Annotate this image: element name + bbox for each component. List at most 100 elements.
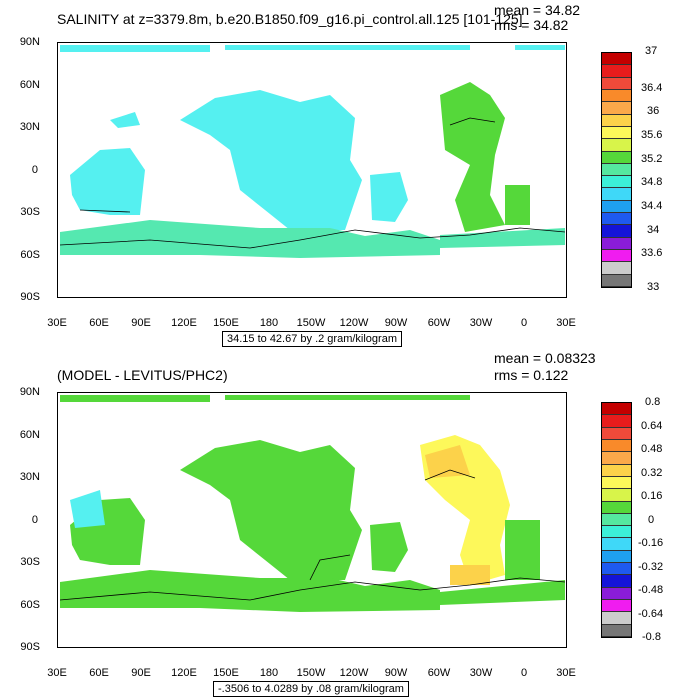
- panel1-lon-label: 120E: [171, 317, 197, 329]
- panel2-lon-label: 60E: [89, 667, 109, 679]
- panel2-colorbar-label: 0.16: [641, 490, 663, 502]
- panel1-lon-label: 30E: [556, 317, 576, 329]
- panel1-colorbar-label: 33.6: [641, 247, 663, 259]
- panel1-contours: [59, 117, 566, 249]
- panel1-lat-label: 90S: [20, 291, 40, 303]
- panel2-lon-label: 90E: [131, 667, 151, 679]
- colorbar-segment: [602, 225, 631, 238]
- colorbar-segment: [602, 213, 631, 226]
- panel2-lon-label: 0: [520, 667, 528, 679]
- panel2-lat-label: 60S: [20, 599, 40, 611]
- colorbar-segment: [602, 262, 631, 275]
- panel2-mean: mean = 0.08323: [494, 350, 596, 366]
- colorbar-segment: [602, 151, 631, 164]
- panel2-rms: rms = 0.122: [494, 367, 569, 383]
- panel1-colorbar-label: 34.8: [641, 176, 663, 188]
- panel2-lon-label: 120E: [171, 667, 197, 679]
- colorbar-segment: [602, 452, 631, 465]
- panel1-lon-label: 150W: [296, 317, 326, 329]
- panel2-colorbar-label: -0.8: [642, 631, 661, 643]
- panel1-mean: mean = 34.82: [494, 2, 581, 18]
- panel1-colorbar-label: 35.6: [641, 129, 663, 141]
- panel2-colorbar-label: 0: [648, 514, 655, 526]
- panel2-lon-label: 60W: [427, 667, 451, 679]
- panel2-colorbar-label: 0.32: [641, 467, 663, 479]
- colorbar-segment: [602, 526, 631, 539]
- panel2-lat-label: 30S: [20, 556, 40, 568]
- panel1-lon-label: 60W: [427, 317, 451, 329]
- panel2-ocean-fields: [60, 395, 565, 612]
- panel1-lon-label: 60E: [89, 317, 109, 329]
- colorbar-segment: [602, 587, 631, 600]
- colorbar-segment: [602, 489, 631, 502]
- panel2-colorbar-label: 0.64: [641, 420, 663, 432]
- colorbar-segment: [602, 600, 631, 613]
- panel2-lat-label: 60N: [19, 429, 40, 441]
- panel2-lon-label: 30E: [47, 667, 67, 679]
- panel2-frame: [57, 392, 567, 648]
- colorbar-segment: [602, 114, 631, 127]
- panel1-lon-label: 90E: [131, 317, 151, 329]
- panel2-title: (MODEL - LEVITUS/PHC2): [57, 367, 228, 383]
- colorbar-segment: [602, 624, 631, 637]
- colorbar-segment: [602, 439, 631, 453]
- panel1-lat-label: 30S: [20, 206, 40, 218]
- colorbar-segment: [602, 126, 631, 140]
- colorbar-segment: [602, 139, 631, 152]
- colorbar-segment: [602, 415, 631, 428]
- panel2-lon-label: 180: [259, 667, 279, 679]
- panel1-colorbar: [601, 52, 632, 288]
- panel1-lat-label: 60S: [20, 249, 40, 261]
- colorbar-segment: [602, 464, 631, 477]
- panel2-lon-label: 150E: [213, 667, 239, 679]
- panel1-colorbar-label: 37: [645, 45, 658, 57]
- panel2-lon-label: 90W: [384, 667, 408, 679]
- panel2-lon-label: 30E: [556, 667, 576, 679]
- panel1-colorbar-label: 35.2: [641, 153, 663, 165]
- colorbar-segment: [602, 53, 631, 66]
- colorbar-segment: [602, 550, 631, 564]
- panel1-frame: [57, 42, 567, 298]
- colorbar-segment: [602, 102, 631, 115]
- panel1-lat-label: 0: [31, 164, 38, 176]
- colorbar-segment: [602, 538, 631, 551]
- colorbar-segment: [602, 176, 631, 189]
- panel1-lat-label: 30N: [19, 121, 40, 133]
- colorbar-segment: [602, 237, 631, 250]
- panel2-colorbar-label: -0.48: [638, 584, 664, 596]
- colorbar-segment: [602, 513, 631, 527]
- colorbar-segment: [602, 274, 631, 287]
- panel1-lat-label: 60N: [19, 79, 40, 91]
- panel1-range-label: 34.15 to 42.67 by .2 gram/kilogram: [222, 331, 402, 347]
- colorbar-segment: [602, 476, 631, 490]
- panel1-rms: rms = 34.82: [494, 17, 569, 33]
- panel1-lon-label: 30W: [469, 317, 493, 329]
- panel1-lon-label: 120W: [339, 317, 369, 329]
- panel2-lat-label: 90S: [20, 641, 40, 653]
- panel1-title: SALINITY at z=3379.8m, b.e20.B1850.f09_g…: [57, 11, 523, 27]
- panel2-colorbar-label: -0.32: [638, 561, 664, 573]
- panel1-colorbar-label: 33: [647, 281, 660, 293]
- panel2-colorbar-label: 0.8: [645, 396, 661, 408]
- panel1-lon-label: 90W: [384, 317, 408, 329]
- colorbar-segment: [602, 403, 631, 416]
- panel2-lat-label: 90N: [19, 386, 40, 398]
- panel1-lon-label: 150E: [213, 317, 239, 329]
- panel1-lon-label: 0: [520, 317, 528, 329]
- panel2-lon-label: 150W: [296, 667, 326, 679]
- panel1-lon-label: 180: [259, 317, 279, 329]
- panel1-colorbar-label: 36: [647, 105, 660, 117]
- panel2-lon-label: 30W: [469, 667, 493, 679]
- panel2-lon-label: 120W: [339, 667, 369, 679]
- colorbar-segment: [602, 575, 631, 588]
- panel2-colorbar: [601, 402, 632, 638]
- colorbar-segment: [602, 188, 631, 201]
- panel2-range-label: -.3506 to 4.0289 by .08 gram/kilogram: [213, 681, 409, 697]
- panel1-lat-label: 90N: [19, 36, 40, 48]
- colorbar-segment: [602, 89, 631, 103]
- colorbar-segment: [602, 77, 631, 90]
- colorbar-segment: [602, 563, 631, 576]
- colorbar-segment: [602, 163, 631, 177]
